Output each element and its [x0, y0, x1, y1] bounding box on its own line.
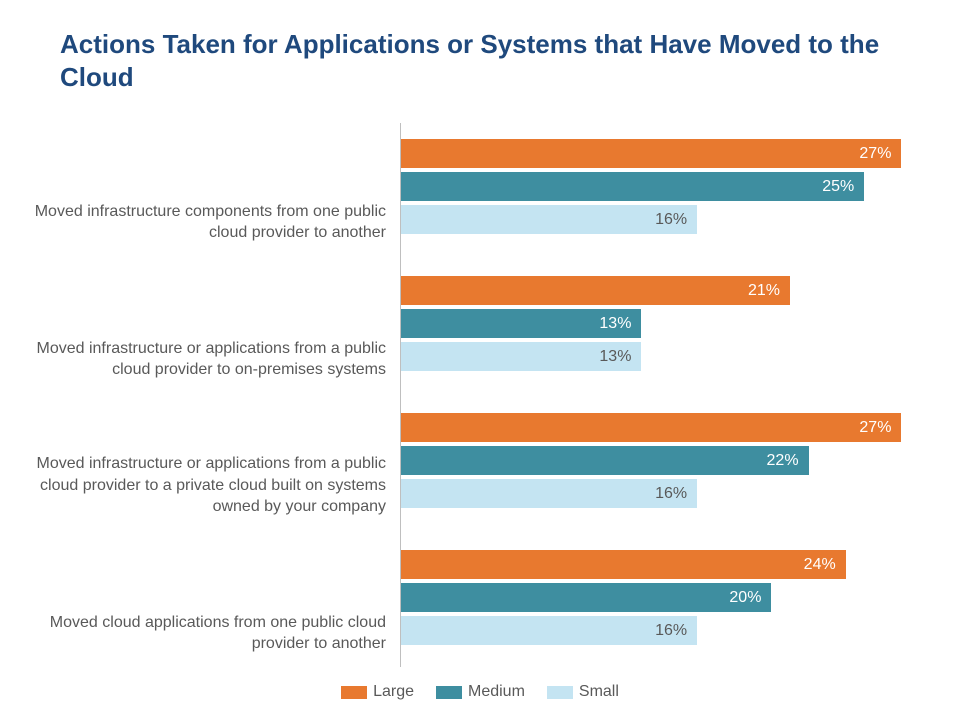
bar-medium: 25%	[400, 172, 864, 201]
bar-wrap: 16%	[400, 479, 920, 508]
bar-wrap: 20%	[400, 583, 920, 612]
bars-column: 27% 25% 16% 21% 13% 13% 27% 22% 16% 24% 20% 16%	[400, 129, 920, 655]
bar-group: 24% 20% 16%	[400, 540, 920, 655]
bar-wrap: 13%	[400, 342, 920, 371]
category-label: Moved infrastructure or applications fro…	[0, 266, 400, 381]
legend-swatch	[547, 686, 573, 699]
legend-item-medium: Medium	[436, 683, 525, 701]
bar-large: 24%	[400, 550, 846, 579]
bar-large: 27%	[400, 413, 901, 442]
legend-label: Small	[579, 683, 619, 701]
y-axis-line	[400, 123, 401, 667]
bar-medium: 13%	[400, 309, 641, 338]
bar-wrap: 16%	[400, 205, 920, 234]
legend-label: Medium	[468, 683, 525, 701]
bar-wrap: 27%	[400, 139, 920, 168]
chart-title: Actions Taken for Applications or System…	[0, 0, 960, 93]
bar-wrap: 16%	[400, 616, 920, 645]
legend-swatch	[341, 686, 367, 699]
bar-small: 13%	[400, 342, 641, 371]
bar-small: 16%	[400, 616, 697, 645]
legend: Large Medium Small	[0, 683, 960, 701]
bar-small: 16%	[400, 479, 697, 508]
bar-small: 16%	[400, 205, 697, 234]
bar-wrap: 21%	[400, 276, 920, 305]
category-label: Moved infrastructure or applications fro…	[0, 403, 400, 518]
bar-wrap: 22%	[400, 446, 920, 475]
bar-medium: 22%	[400, 446, 809, 475]
bar-wrap: 24%	[400, 550, 920, 579]
category-label: Moved cloud applications from one public…	[0, 540, 400, 655]
bar-wrap: 27%	[400, 413, 920, 442]
bar-group: 21% 13% 13%	[400, 266, 920, 381]
bar-wrap: 13%	[400, 309, 920, 338]
bar-group: 27% 22% 16%	[400, 403, 920, 518]
category-labels-column: Moved infrastructure components from one…	[0, 129, 400, 655]
legend-label: Large	[373, 683, 414, 701]
legend-item-large: Large	[341, 683, 414, 701]
legend-item-small: Small	[547, 683, 619, 701]
bar-large: 21%	[400, 276, 790, 305]
bar-group: 27% 25% 16%	[400, 129, 920, 244]
bar-large: 27%	[400, 139, 901, 168]
legend-swatch	[436, 686, 462, 699]
category-label: Moved infrastructure components from one…	[0, 129, 400, 244]
chart-area: Moved infrastructure components from one…	[0, 129, 920, 655]
bar-wrap: 25%	[400, 172, 920, 201]
bar-medium: 20%	[400, 583, 771, 612]
